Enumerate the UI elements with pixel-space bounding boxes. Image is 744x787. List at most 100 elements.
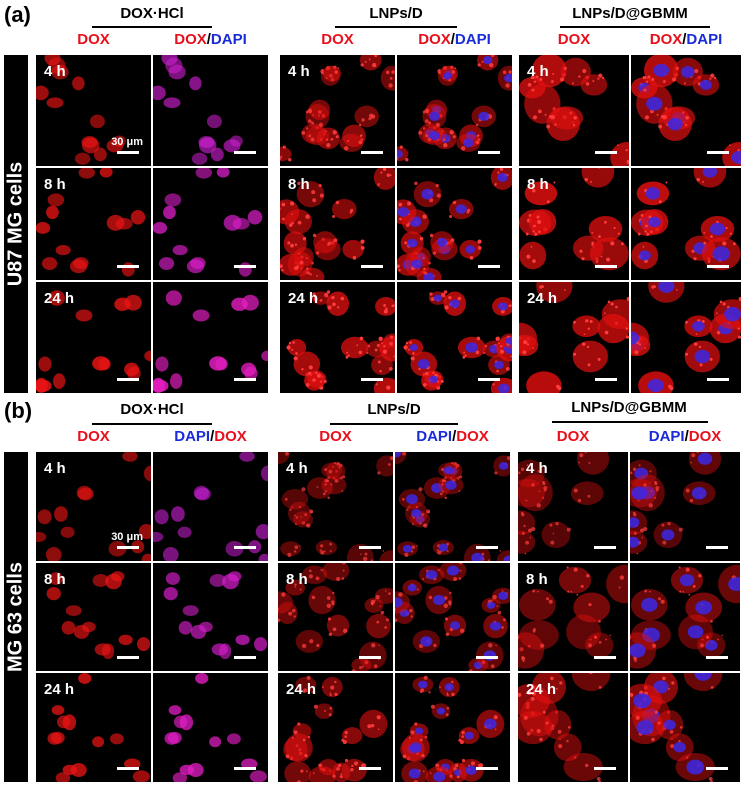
- timepoint-label: 8 h: [288, 176, 310, 194]
- scale-bar: [595, 264, 617, 268]
- scale-bar: [359, 545, 381, 549]
- scale-bar: [478, 151, 500, 155]
- panel-b-group-2-grid: 4 h 8 h 24 h: [278, 452, 510, 782]
- scale-bar: [706, 766, 728, 770]
- panel-b-group-3-channel-2-part-2: DOX: [688, 428, 722, 445]
- micrograph-image: [278, 673, 393, 782]
- panel-a-group-1-rule: [92, 26, 212, 28]
- scale-bar: [361, 264, 383, 268]
- timepoint-label: 24 h: [44, 681, 75, 699]
- scale-bar: [117, 656, 139, 660]
- micrograph-image: [278, 452, 393, 561]
- timepoint-label: 24 h: [288, 289, 319, 307]
- micrograph-image: [630, 562, 740, 672]
- panel-b-group-2-title: LNPs/D: [367, 401, 421, 418]
- micrograph-image: [519, 55, 629, 167]
- micrograph-tile: [395, 562, 510, 672]
- scale-bar: [361, 378, 383, 381]
- panel-b-group-1-channel-1: DOX: [77, 428, 110, 445]
- micrograph-tile: 24 h: [36, 673, 151, 782]
- panel-a-group-3-channel-2-slash: /: [682, 31, 687, 48]
- panel-a-label: (a): [4, 2, 31, 27]
- micrograph-image: [36, 281, 151, 393]
- micrograph-image: [518, 673, 628, 782]
- panel-a-group-3-channel-2-part-2: DAPI: [686, 31, 723, 48]
- micrograph-tile: [153, 168, 268, 280]
- panel-b-group-2-channel-2: DAPI/DOX: [395, 428, 510, 445]
- panel-b-group-3-rule: [552, 421, 708, 423]
- micrograph-image: [631, 281, 741, 393]
- timepoint-label: 24 h: [527, 289, 558, 307]
- panel-a-group-1-channel-2-part-1: DOX: [174, 31, 207, 48]
- micrograph-tile: [630, 562, 740, 672]
- micrograph-tile: 4 h: [280, 55, 395, 167]
- micrograph-tile: [153, 673, 268, 782]
- micrograph-tile: [153, 452, 268, 561]
- micrograph-tile: 4 h 30 μm: [36, 55, 151, 167]
- scale-bar: [117, 264, 139, 268]
- panel-a-group-2-rule: [335, 26, 457, 28]
- panel-b-cell-line-bar: MG 63 cells: [4, 452, 28, 782]
- timepoint-label: 4 h: [286, 460, 308, 477]
- panel-b-group-2-rule: [330, 423, 458, 425]
- timepoint-label: 4 h: [288, 63, 310, 80]
- scale-bar: [234, 151, 256, 155]
- scale-bar: [117, 766, 139, 770]
- panel-b-group-1-title: DOX·HCl: [120, 401, 184, 418]
- scale-bar: [234, 378, 256, 381]
- timepoint-label: 8 h: [44, 176, 66, 194]
- timepoint-label: 24 h: [44, 289, 75, 307]
- micrograph-tile: [397, 55, 512, 167]
- micrograph-image: [395, 452, 510, 561]
- micrograph-image: [397, 281, 512, 393]
- micrograph-image: [153, 562, 268, 672]
- micrograph-image: [36, 168, 151, 280]
- panel-a-group-2-channel-2-slash: /: [450, 31, 455, 48]
- timepoint-label: 4 h: [526, 460, 548, 477]
- scale-bar: [476, 656, 498, 660]
- panel-b-group-1-rule: [92, 423, 212, 425]
- panel-a-group-2-channel-2: DOX/DAPI: [397, 31, 512, 48]
- timepoint-label: 4 h: [44, 460, 66, 477]
- scale-bar: [594, 766, 616, 770]
- scale-bar: [234, 656, 256, 660]
- micrograph-tile: 4 h: [519, 55, 629, 167]
- micrograph-image: [153, 673, 268, 782]
- panel-b-group-2-channel-2-slash: /: [452, 428, 457, 445]
- scale-bar: [117, 151, 139, 155]
- timepoint-label: 24 h: [286, 681, 317, 699]
- scale-bar: [234, 264, 256, 268]
- panel-b-group-2-channel-1: DOX: [319, 428, 352, 445]
- timepoint-label: 24 h: [526, 681, 557, 699]
- scale-bar: [706, 656, 728, 660]
- micrograph-tile: [630, 673, 740, 782]
- scale-bar-label: 30 μm: [111, 136, 143, 149]
- scale-bar: [707, 378, 729, 381]
- scale-bar: [707, 264, 729, 268]
- scale-bar: [359, 766, 381, 770]
- panel-a-cell-line-bar: U87 MG cells: [4, 55, 28, 393]
- micrograph-tile: 4 h: [518, 452, 628, 561]
- micrograph-image: [280, 281, 395, 393]
- micrograph-image: [630, 673, 740, 782]
- panel-a-group-3-grid: 4 h 8 h 24 h: [519, 55, 741, 393]
- panel-b-group-3-channel-2-slash: /: [684, 428, 689, 445]
- micrograph-tile: [631, 281, 741, 393]
- micrograph-tile: 8 h: [519, 168, 629, 280]
- timepoint-label: 8 h: [526, 570, 548, 588]
- micrograph-tile: 8 h: [36, 168, 151, 280]
- panel-b-group-2-channel-2-part-1: DAPI: [416, 428, 453, 445]
- panel-a-group-3-channel-2: DOX/DAPI: [631, 31, 741, 48]
- scale-bar: [707, 151, 729, 155]
- panel-a-group-2-title: LNPs/D: [369, 5, 423, 22]
- micrograph-image: [518, 562, 628, 672]
- micrograph-tile: 8 h: [278, 562, 393, 672]
- panel-b-group-1-channel-2-part-1: DAPI: [174, 428, 211, 445]
- micrograph-image: [630, 452, 740, 561]
- micrograph-tile: 24 h: [36, 281, 151, 393]
- panel-a-group-1-channel-2: DOX/DAPI: [153, 31, 268, 48]
- panel-a-group-2-grid: 4 h 8 h 24 h: [280, 55, 512, 393]
- panel-a-group-1-channel-1: DOX: [77, 31, 110, 48]
- timepoint-label: 4 h: [44, 63, 66, 80]
- micrograph-tile: 8 h: [36, 562, 151, 672]
